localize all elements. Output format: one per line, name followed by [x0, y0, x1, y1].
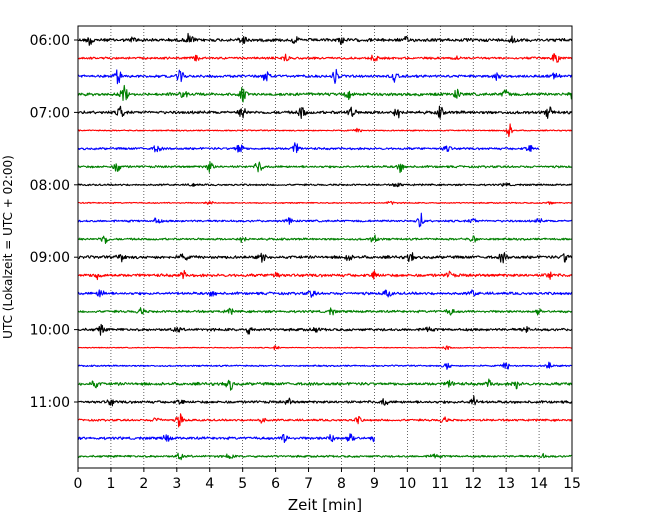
y-axis: 06:00 07:00 08:00 09:00 10:00 11:00 — [30, 33, 78, 411]
x-tick-label: 7 — [304, 476, 313, 492]
y-tick-label: 08:00 — [30, 178, 70, 194]
x-tick-label: 12 — [464, 476, 482, 492]
x-axis-label: Zeit [min] — [288, 496, 362, 514]
seismic-trace — [77, 413, 573, 428]
y-tick-label: 10:00 — [30, 323, 70, 339]
y-axis-label: UTC (Lokalzeit = UTC + 02:00) — [1, 155, 15, 339]
seismic-trace — [77, 345, 573, 351]
seismic-trace — [77, 182, 573, 188]
seismic-trace — [77, 307, 573, 316]
seismic-trace — [77, 395, 573, 407]
seismic-trace — [77, 84, 573, 103]
seismic-trace — [77, 32, 573, 46]
x-tick-label: 3 — [172, 476, 181, 492]
plot-frame — [77, 25, 573, 469]
x-axis: 0 1 2 3 4 5 6 7 8 9 10 11 12 13 14 15 — [74, 468, 581, 492]
y-tick-label: 06:00 — [30, 33, 70, 49]
x-tick-label: 8 — [337, 476, 346, 492]
y-tick-label: 09:00 — [30, 250, 70, 266]
x-tick-label: 4 — [205, 476, 214, 492]
seismic-trace — [77, 289, 573, 298]
trace-group — [77, 32, 573, 461]
seismic-trace — [77, 452, 573, 461]
seismic-trace — [77, 361, 573, 370]
seismic-trace — [77, 269, 573, 281]
x-tick-label: 11 — [431, 476, 449, 492]
seismic-trace — [77, 234, 573, 244]
x-tick-label: 14 — [530, 476, 548, 492]
seismic-trace — [77, 200, 573, 205]
seismic-trace — [77, 161, 573, 174]
seismic-trace — [77, 323, 573, 336]
seismic-trace — [77, 433, 375, 444]
seismic-trace — [77, 68, 573, 85]
x-tick-label: 6 — [271, 476, 280, 492]
seismic-trace — [77, 53, 573, 63]
x-tick-label: 15 — [563, 476, 581, 492]
x-tick-label: 0 — [74, 476, 83, 492]
y-tick-label: 07:00 — [30, 105, 70, 121]
seismic-trace — [77, 252, 573, 264]
x-tick-label: 10 — [398, 476, 416, 492]
x-tick-label: 2 — [139, 476, 148, 492]
x-tick-label: 5 — [238, 476, 247, 492]
seismic-trace — [77, 378, 573, 391]
seismic-trace — [77, 212, 573, 228]
x-tick-label: 13 — [497, 476, 515, 492]
y-tick-label: 11:00 — [30, 395, 70, 411]
seismic-trace — [77, 123, 572, 138]
seismic-trace — [77, 142, 540, 154]
seismic-trace — [77, 105, 573, 119]
x-tick-label: 1 — [106, 476, 115, 492]
x-tick-label: 9 — [370, 476, 379, 492]
